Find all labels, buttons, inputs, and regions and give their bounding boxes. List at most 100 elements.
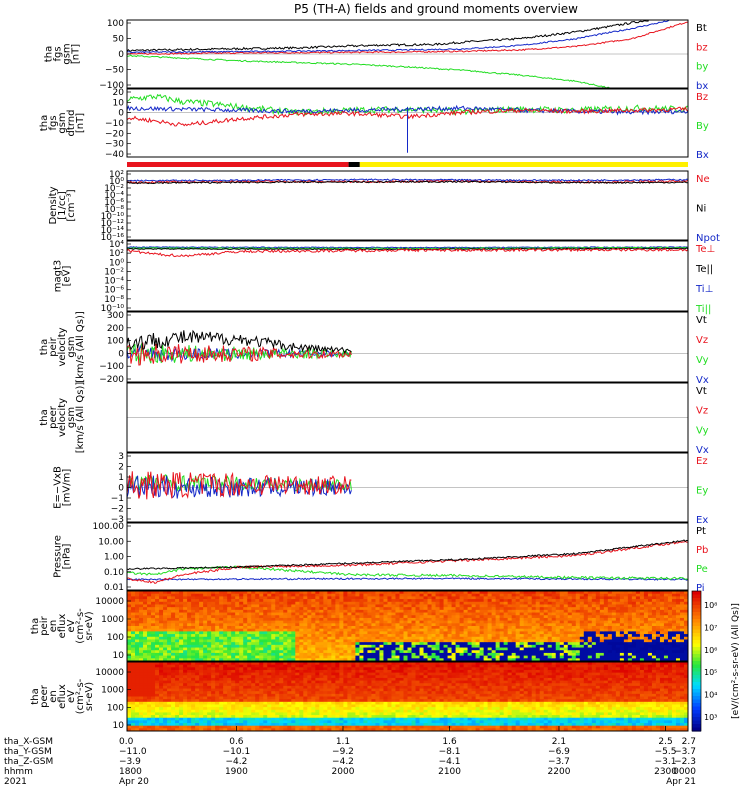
heatmap-cell (311, 639, 316, 643)
heatmap-cell (375, 636, 381, 641)
heatmap-cell (151, 634, 156, 638)
heatmap-cell (363, 650, 369, 654)
heatmap-cell (683, 596, 688, 600)
heatmap-cell (623, 628, 629, 632)
heatmap-cell (355, 631, 361, 635)
heatmap-cell (259, 712, 264, 716)
legend-bz: Bz (696, 92, 708, 103)
heatmap-cell (179, 642, 184, 646)
heatmap-cell (195, 680, 200, 684)
heatmap-cell (259, 599, 264, 603)
y-label-line: eV (66, 619, 77, 632)
heatmap-cell (207, 693, 212, 698)
heatmap-cell (259, 696, 264, 700)
heatmap-cell (467, 599, 473, 603)
heatmap-cell (215, 704, 220, 708)
heatmap-cell (131, 609, 136, 614)
heatmap-cell (139, 639, 144, 643)
heatmap-cell (211, 655, 216, 659)
heatmap-cell (491, 601, 497, 606)
heatmap-cell (127, 725, 132, 729)
heatmap-cell (339, 636, 344, 641)
heatmap-cell (499, 612, 505, 616)
heatmap-cell (419, 623, 425, 627)
heatmap-cell (431, 623, 437, 627)
heatmap-cell (207, 644, 212, 649)
heatmap-cell (395, 615, 401, 619)
heatmap-cell (203, 604, 208, 608)
heatmap-cell (583, 642, 589, 646)
heatmap-cell (591, 591, 597, 595)
heatmap-cell (299, 599, 304, 603)
heatmap-cell (179, 626, 184, 630)
heatmap-cell (171, 652, 176, 657)
heatmap-cell (575, 642, 581, 646)
heatmap-cell (331, 596, 336, 600)
heatmap-cell (195, 593, 200, 597)
heatmap-cell (415, 623, 421, 627)
heatmap-cell (631, 658, 637, 661)
heatmap-cell (435, 650, 441, 654)
heatmap-cell (559, 647, 565, 651)
heatmap-cell (199, 677, 204, 682)
heatmap-cell (403, 652, 409, 657)
heatmap-cell (651, 591, 657, 595)
heatmap-cell (507, 652, 513, 657)
heatmap-cell (495, 604, 501, 608)
heatmap-cell (475, 593, 481, 597)
heatmap-cell (459, 631, 465, 635)
heatmap-cell (211, 715, 216, 719)
heatmap-cell (447, 591, 453, 595)
heatmap-cell (571, 599, 577, 603)
heatmap-cell (507, 639, 513, 643)
heatmap-cell (627, 658, 633, 661)
heatmap-cell (155, 655, 160, 659)
heatmap-cell (219, 715, 224, 719)
heatmap-cell (207, 601, 212, 606)
heatmap-cell (195, 720, 200, 724)
y-label-line: fgs (53, 46, 64, 61)
heatmap-cell (259, 631, 264, 635)
heatmap-cell (155, 599, 160, 603)
heatmap-cell (651, 652, 657, 657)
heatmap-cell (535, 599, 541, 603)
heatmap-cell (223, 617, 228, 622)
heatmap-cell (411, 623, 417, 627)
heatmap-cell (603, 631, 609, 635)
heatmap-cell (199, 652, 204, 657)
heatmap-cell (483, 628, 489, 632)
heatmap-cell (219, 693, 224, 698)
heatmap-cell (183, 591, 188, 595)
heatmap-cell (467, 658, 473, 661)
heatmap-cell (251, 599, 256, 603)
heatmap-cell (191, 623, 196, 627)
heatmap-cell (595, 601, 601, 606)
heatmap-cell (315, 626, 320, 630)
heatmap-cell (239, 717, 244, 721)
heatmap-cell (135, 717, 140, 721)
heatmap-cell (291, 717, 296, 721)
heatmap-cell (519, 634, 525, 638)
heatmap-cell (543, 623, 549, 627)
heatmap-cell (395, 652, 401, 657)
heatmap-cell (363, 601, 369, 606)
heatmap-cell (435, 631, 441, 635)
heatmap-cell (219, 601, 224, 606)
heatmap-cell (251, 642, 256, 646)
heatmap-cell (267, 634, 272, 638)
heatmap-cell (671, 652, 677, 657)
y-label-line: gsm (66, 407, 77, 428)
heatmap-cell (503, 623, 509, 627)
heatmap-cell (127, 712, 132, 716)
heatmap-cell (375, 626, 381, 630)
heatmap-cell (223, 677, 228, 682)
heatmap-cell (535, 658, 541, 661)
heatmap-cell (255, 631, 260, 635)
heatmap-cell (295, 628, 300, 632)
heatmap-cell (519, 639, 525, 643)
heatmap-cell (175, 717, 180, 721)
heatmap-cell (183, 636, 188, 641)
heatmap-cell (291, 720, 296, 724)
heatmap-cell (243, 620, 248, 624)
heatmap-cell (435, 658, 441, 661)
